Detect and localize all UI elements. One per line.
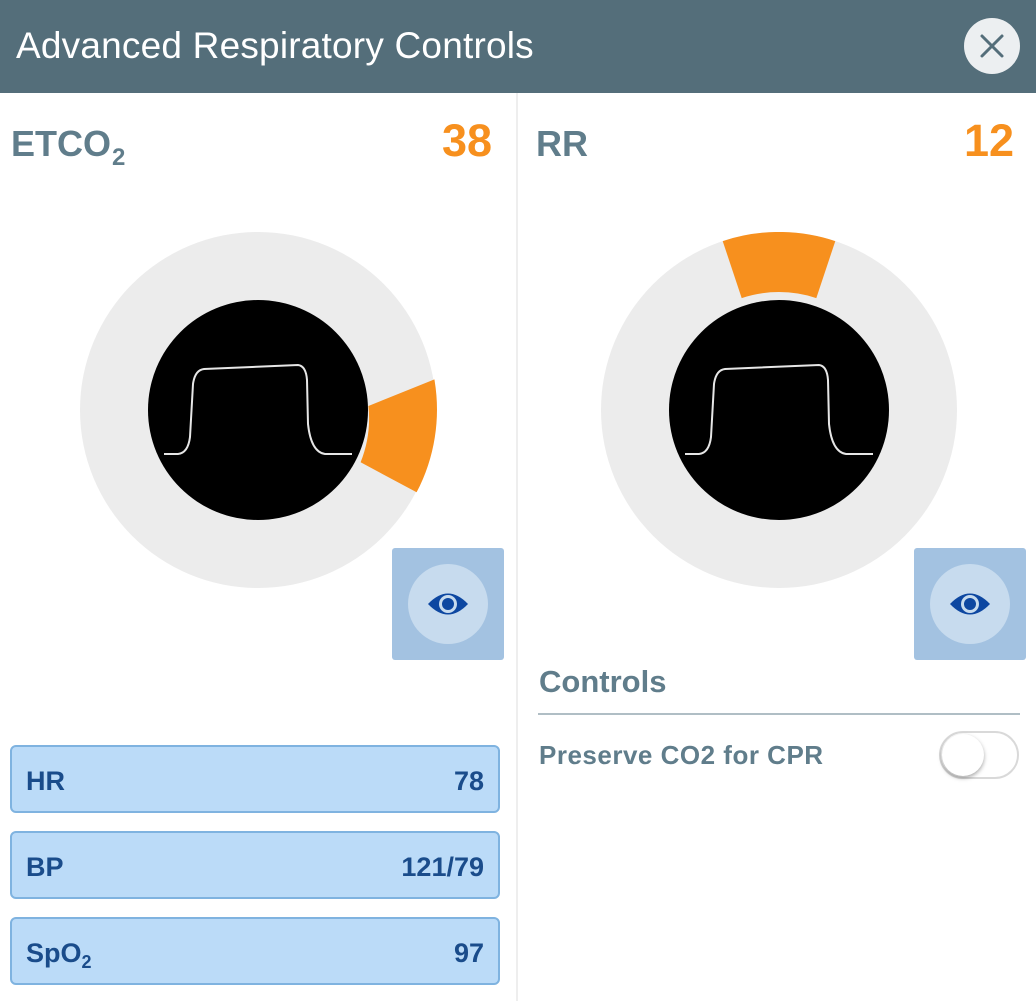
eye-icon <box>950 593 990 615</box>
vital-value: 97 <box>453 938 484 968</box>
close-icon <box>980 34 1004 58</box>
vital-row-hr[interactable]: HR 78 <box>10 745 500 813</box>
controls-heading: Controls <box>539 664 667 699</box>
preserve-co2-toggle[interactable] <box>939 731 1019 779</box>
controls-divider <box>538 713 1020 715</box>
rr-label: RR <box>536 123 588 164</box>
rr-dial-indicator <box>722 232 836 299</box>
preserve-co2-label: Preserve CO2 for CPR <box>539 740 824 770</box>
vital-label: BP <box>26 852 64 882</box>
rr-eye-button[interactable] <box>914 548 1026 660</box>
vital-value: 121/79 <box>401 852 484 882</box>
toggle-knob <box>942 734 984 776</box>
eye-icon <box>428 593 468 615</box>
etco2-waveform <box>164 363 352 455</box>
rr-value: 12 <box>963 115 1014 166</box>
rr-dial[interactable] <box>601 232 959 590</box>
window-title: Advanced Respiratory Controls <box>16 25 534 66</box>
close-button[interactable] <box>964 18 1020 74</box>
vital-label: HR <box>26 766 65 796</box>
etco2-dial[interactable] <box>80 232 438 590</box>
vital-row-bp[interactable]: BP 121/79 <box>10 831 500 899</box>
etco2-eye-button[interactable] <box>392 548 504 660</box>
etco2-value: 38 <box>441 115 492 166</box>
vital-value: 78 <box>453 766 484 796</box>
panel-divider <box>516 93 518 1001</box>
etco2-dial-indicator <box>360 379 437 493</box>
rr-waveform <box>685 363 873 455</box>
title-bar: Advanced Respiratory Controls <box>0 0 1036 93</box>
etco2-label: ETCO2 <box>11 123 126 172</box>
vital-row-spo2[interactable]: SpO2 97 <box>10 917 500 985</box>
vital-label: SpO2 <box>26 938 92 972</box>
